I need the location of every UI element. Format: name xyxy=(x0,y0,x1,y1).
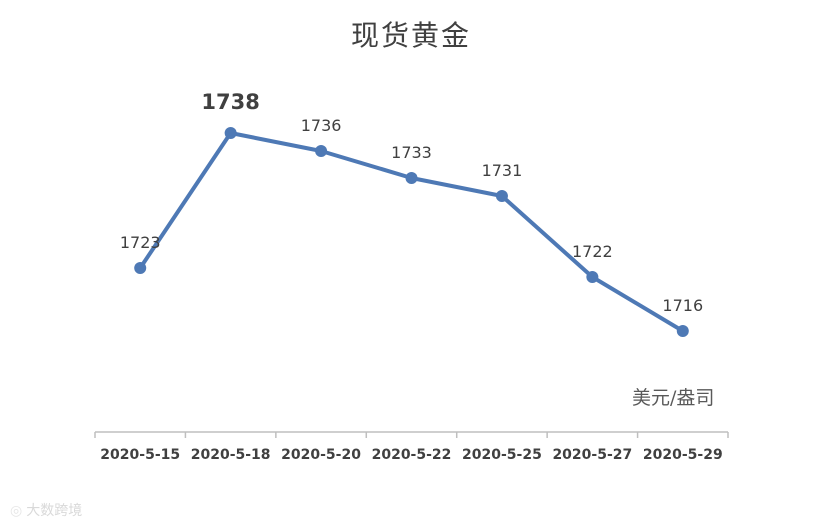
data-label: 1736 xyxy=(301,116,342,135)
x-tick-label: 2020-5-15 xyxy=(100,447,180,463)
data-label: 1738 xyxy=(201,90,259,114)
x-tick-label: 2020-5-20 xyxy=(281,447,361,463)
watermark-text: 大数跨境 xyxy=(26,503,83,519)
data-point xyxy=(315,145,328,157)
data-label: 1733 xyxy=(391,143,432,162)
data-label: 1722 xyxy=(572,242,613,261)
data-point xyxy=(224,127,237,139)
x-tick-label: 2020-5-29 xyxy=(643,447,723,463)
data-point xyxy=(134,262,147,274)
data-point xyxy=(586,271,599,283)
x-tick-label: 2020-5-27 xyxy=(552,447,632,463)
data-label: 1723 xyxy=(120,233,161,252)
unit-label: 美元/盎司 xyxy=(632,387,715,409)
x-tick-label: 2020-5-18 xyxy=(191,447,271,463)
data-point xyxy=(405,172,418,184)
chart-title: 现货黄金 xyxy=(350,19,471,52)
x-tick-label: 2020-5-25 xyxy=(462,447,542,463)
x-tick-label: 2020-5-22 xyxy=(372,447,452,463)
watermark: ◎ 大数跨境 xyxy=(10,500,82,520)
data-label: 1716 xyxy=(662,296,703,315)
data-point xyxy=(495,190,508,202)
data-point xyxy=(676,325,689,337)
data-label: 1731 xyxy=(482,161,523,180)
camera-icon: ◎ xyxy=(10,503,23,519)
series-line xyxy=(138,131,685,333)
